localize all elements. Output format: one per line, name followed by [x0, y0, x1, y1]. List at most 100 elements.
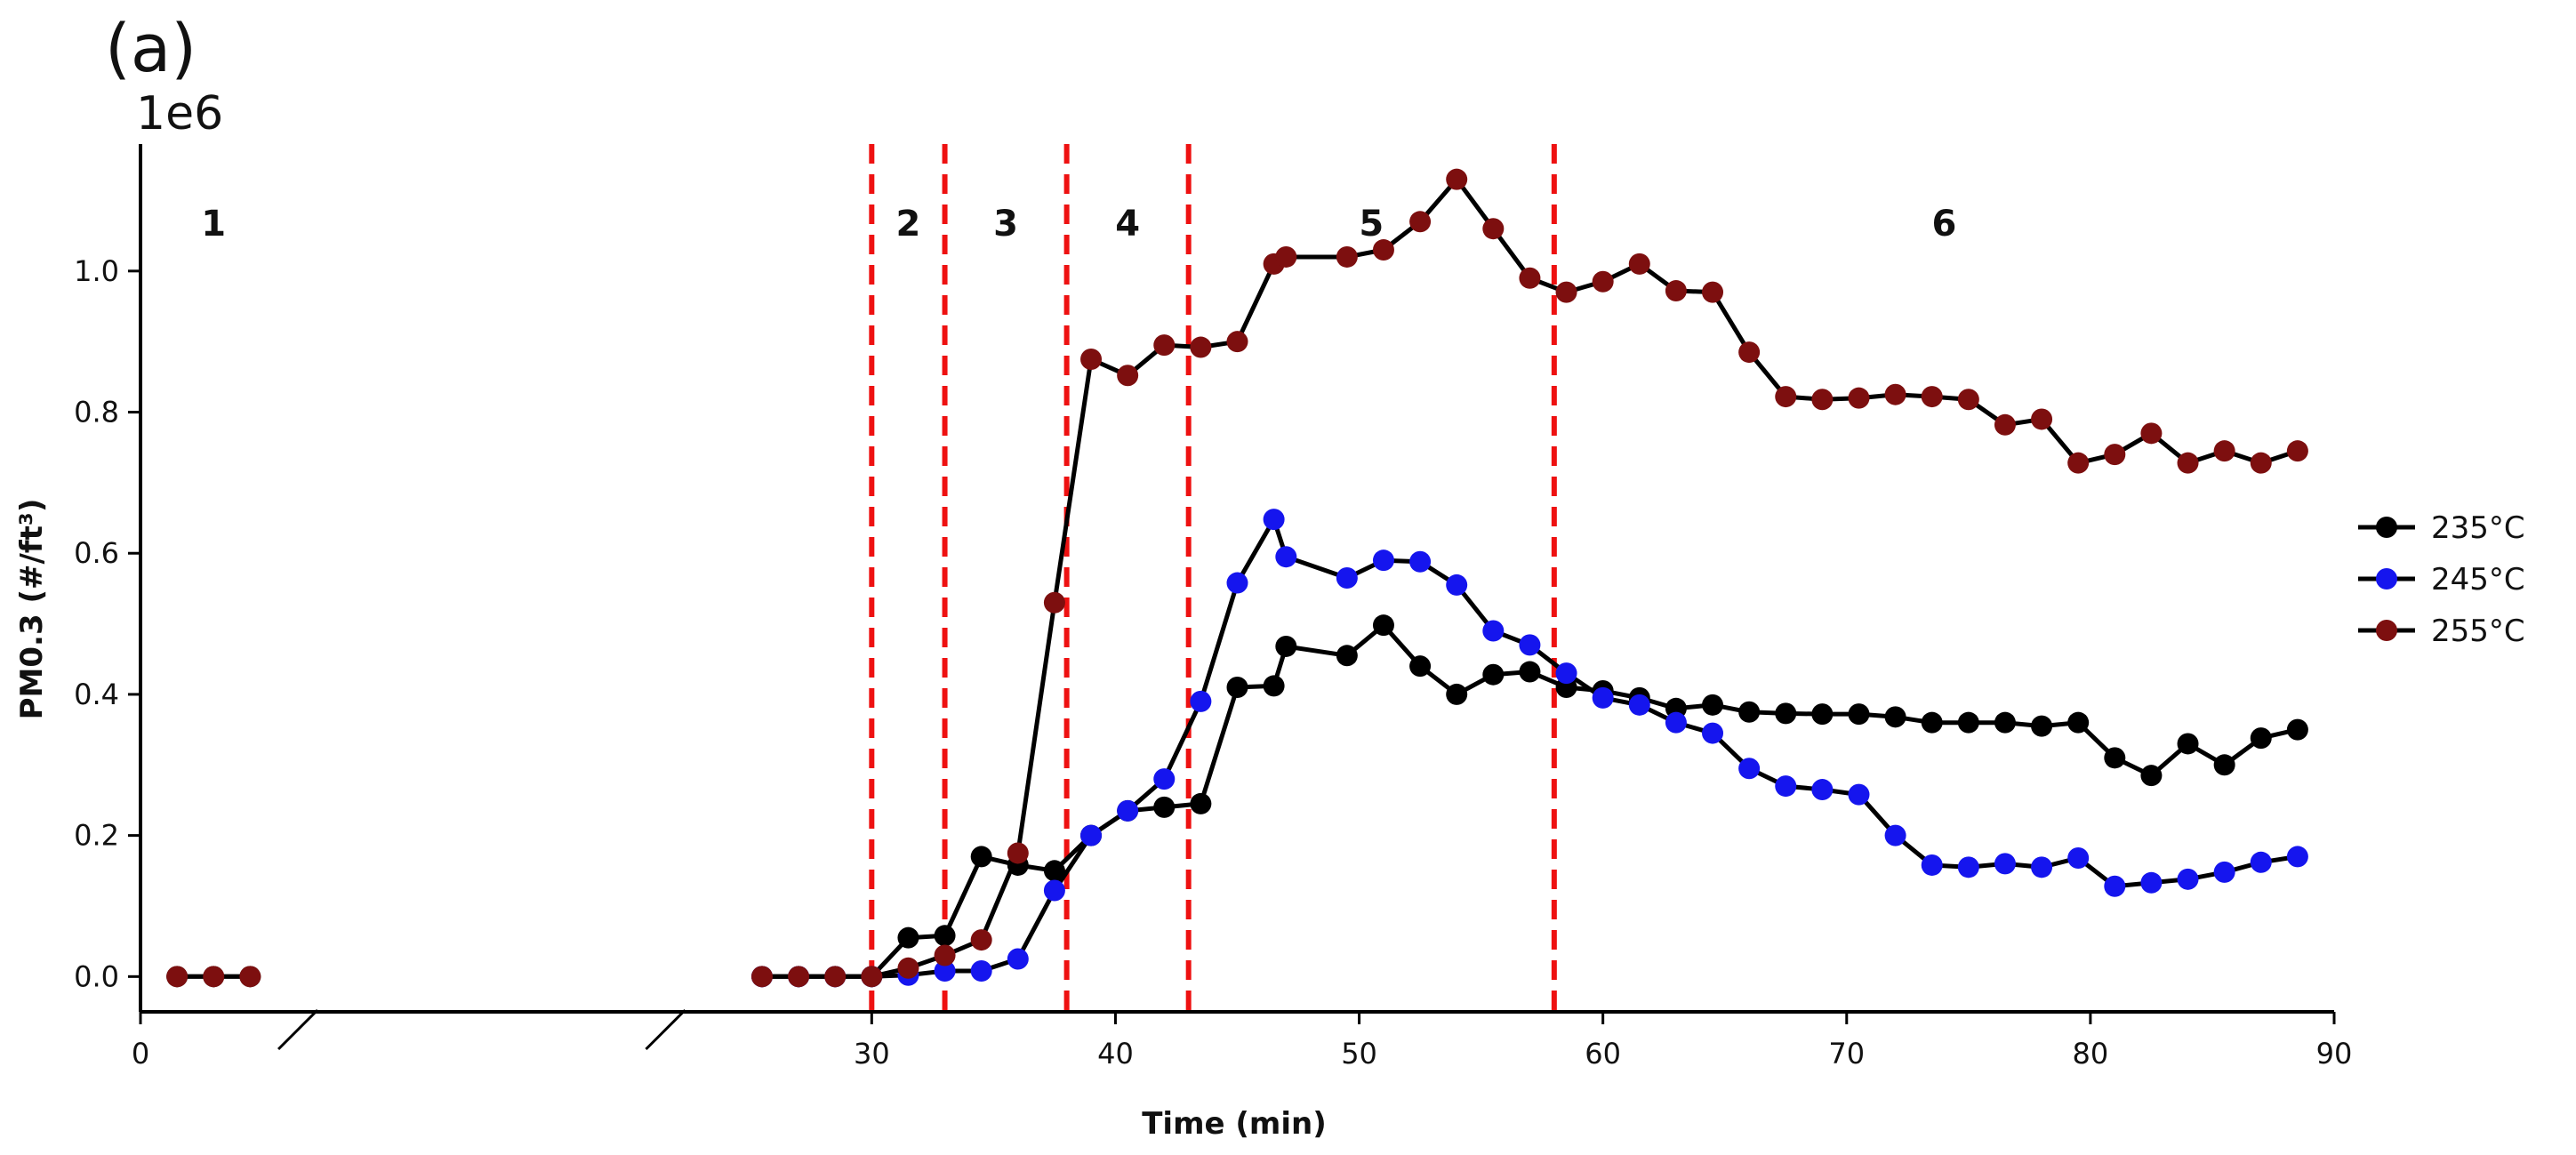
data-point — [1884, 706, 1906, 728]
data-point — [934, 944, 956, 967]
data-point — [1628, 694, 1650, 716]
data-point — [1884, 824, 1906, 846]
data-point — [1275, 635, 1297, 657]
data-point — [1117, 799, 1139, 822]
data-point — [1043, 591, 1065, 614]
data-point — [1994, 853, 2016, 875]
data-point — [1043, 860, 1065, 882]
data-point — [861, 966, 883, 988]
data-point — [1957, 856, 1979, 878]
data-point — [1153, 796, 1176, 818]
series-line — [762, 517, 2299, 979]
data-point — [897, 926, 919, 949]
y-ticks: 0.0 0.2 0.4 0.6 0.8 1.0 — [74, 254, 140, 993]
data-point — [2140, 871, 2163, 894]
data-point — [1482, 620, 1505, 642]
data-point — [934, 959, 956, 982]
data-point — [1372, 239, 1394, 261]
data-point — [2104, 747, 2126, 769]
y-tick-label: 0.0 — [74, 959, 119, 993]
data-point — [1921, 386, 1943, 408]
data-point — [1263, 509, 1285, 531]
data-point — [1884, 383, 1906, 405]
data-point — [970, 846, 992, 868]
data-point — [1275, 546, 1297, 568]
x-tick-label: 30 — [854, 1037, 890, 1071]
data-point — [2213, 440, 2235, 462]
axis-break-slash — [645, 1008, 686, 1051]
data-point — [1519, 661, 1541, 683]
phase-label: 3 — [993, 204, 1018, 245]
legend-label: 235°C — [2431, 510, 2525, 546]
data-point — [2286, 846, 2308, 868]
y-axis-title: PM0.3 (#/ft³) — [14, 499, 50, 720]
legend-marker — [2376, 517, 2397, 538]
phase-label: 4 — [1115, 204, 1140, 245]
data-point — [1080, 824, 1103, 846]
data-point — [2104, 875, 2126, 897]
data-point — [2177, 733, 2199, 755]
data-point — [1190, 336, 1212, 358]
data-point — [1555, 662, 1577, 685]
data-point — [1957, 711, 1979, 734]
data-point — [1117, 365, 1139, 387]
data-point — [1738, 701, 1761, 723]
data-point — [1190, 690, 1212, 712]
phase-label: 6 — [1932, 204, 1957, 245]
phase-label: 5 — [1359, 204, 1384, 245]
data-point — [2067, 452, 2090, 474]
data-point — [2250, 727, 2272, 750]
legend-label: 255°C — [2431, 614, 2525, 649]
data-point — [166, 966, 189, 988]
series-245°C — [750, 509, 2308, 988]
legend-marker — [2376, 568, 2397, 590]
data-point — [1811, 389, 1834, 411]
phase-label: 2 — [896, 204, 921, 245]
x-tick-label: 40 — [1097, 1037, 1134, 1071]
data-point — [1848, 703, 1870, 726]
x-axis-title: Time (min) — [1142, 1106, 1327, 1142]
data-point — [1628, 253, 1650, 275]
data-point — [1702, 694, 1724, 716]
data-point — [824, 966, 847, 988]
phase-label: 1 — [201, 204, 226, 245]
data-point — [2140, 765, 2163, 787]
series-255°C — [166, 168, 2308, 988]
legend-marker — [2376, 620, 2397, 641]
data-point — [1555, 281, 1577, 303]
data-point — [1275, 245, 1297, 268]
x-tick-label: 60 — [1585, 1037, 1621, 1071]
data-point — [1190, 792, 1212, 814]
data-point — [1665, 280, 1687, 302]
data-point — [1848, 783, 1870, 806]
data-point — [1848, 387, 1870, 409]
data-point — [1226, 572, 1248, 594]
data-point — [1994, 711, 2016, 734]
data-point — [2140, 422, 2163, 445]
axes — [139, 144, 2334, 1014]
data-point — [934, 925, 956, 947]
data-point — [1592, 270, 1614, 293]
y-tick-label: 1.0 — [74, 254, 119, 288]
data-point — [2067, 847, 2090, 870]
data-point — [1811, 703, 1834, 726]
data-point — [1263, 675, 1285, 697]
data-point — [2213, 754, 2235, 776]
data-point — [1957, 389, 1979, 411]
data-point — [1226, 331, 1248, 353]
data-point — [750, 966, 773, 988]
data-point — [970, 959, 992, 982]
data-point — [1409, 550, 1432, 573]
data-point — [2031, 715, 2053, 737]
data-point — [1409, 211, 1432, 233]
data-point — [1226, 676, 1248, 698]
data-point — [2031, 408, 2053, 430]
data-point — [1702, 281, 1724, 303]
data-point — [1336, 245, 1358, 268]
data-point — [1519, 634, 1541, 656]
x-tick-label: 0 — [132, 1037, 149, 1071]
data-point — [1153, 768, 1176, 790]
x-tick-label: 70 — [1828, 1037, 1865, 1071]
data-point — [2286, 440, 2308, 462]
